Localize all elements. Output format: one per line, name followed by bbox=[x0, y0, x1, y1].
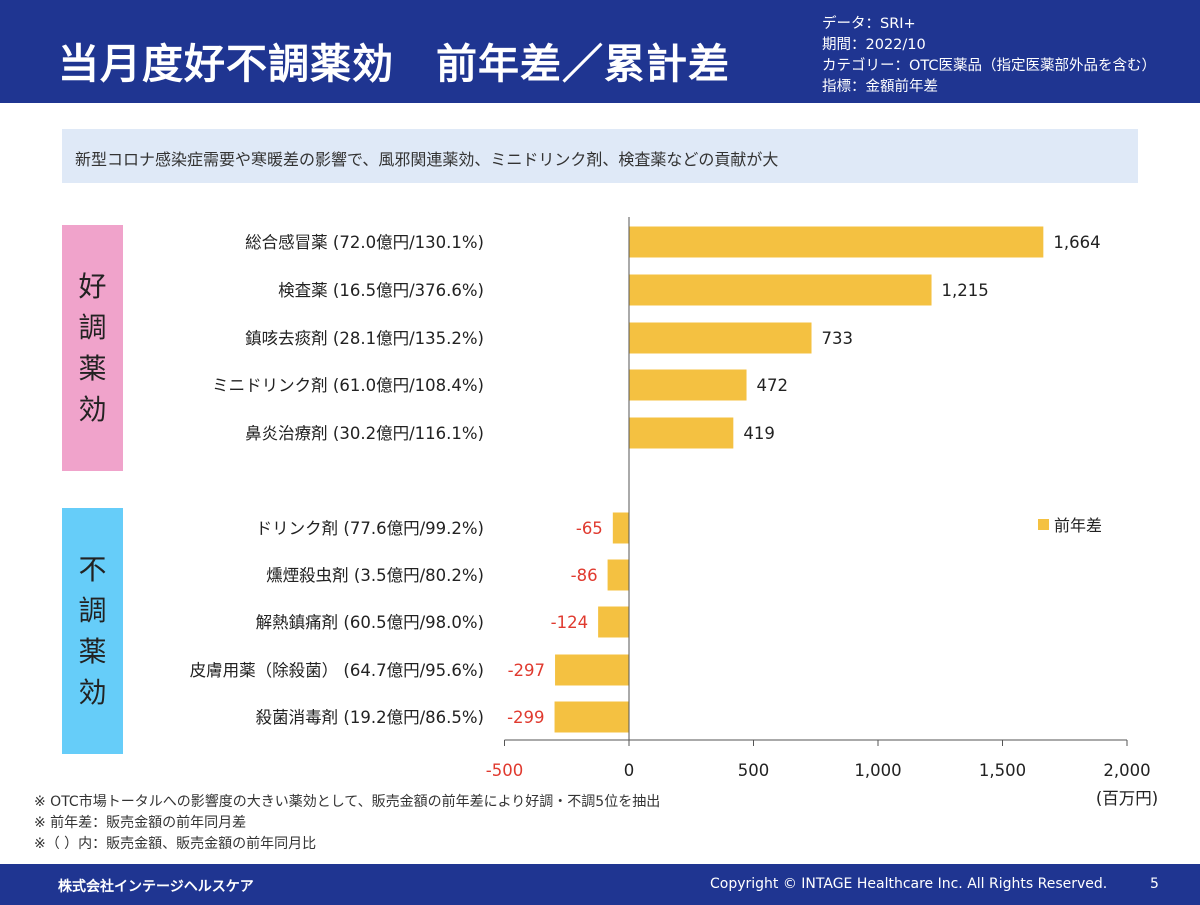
meta-indicator: 指標：金額前年差 bbox=[822, 79, 938, 95]
category-label: 鎮咳去痰剤 (28.1億円/135.2%) bbox=[245, 329, 484, 348]
good-char: 薬 bbox=[78, 352, 107, 385]
bar bbox=[607, 559, 629, 591]
data-label: -65 bbox=[576, 519, 603, 538]
meta-period: 期間：2022/10 bbox=[822, 37, 926, 53]
summary-text: 新型コロナ感染症需要や寒暖差の影響で、風邪関連薬効、ミニドリンク剤、検査薬などの… bbox=[75, 150, 779, 169]
data-label: -297 bbox=[508, 661, 545, 680]
data-label: 472 bbox=[757, 376, 789, 395]
good-char: 調 bbox=[78, 311, 107, 344]
category-label: 検査薬 (16.5億円/376.6%) bbox=[278, 281, 484, 300]
bar bbox=[629, 226, 1044, 258]
legend-swatch bbox=[1038, 518, 1049, 530]
x-tick-label: 2,000 bbox=[1103, 761, 1150, 780]
footer-bar: 株式会社インテージヘルスケア Copyright © INTAGE Health… bbox=[0, 864, 1200, 905]
bar bbox=[612, 512, 629, 544]
good-char: 効 bbox=[78, 393, 107, 426]
data-label: -299 bbox=[507, 708, 544, 727]
meta-category: カテゴリー：OTC医薬品（指定医薬部外品を含む） bbox=[822, 58, 1157, 74]
data-label: 1,215 bbox=[942, 281, 989, 300]
x-tick-label: 0 bbox=[624, 761, 635, 780]
x-tick-label: 500 bbox=[738, 761, 770, 780]
footnotes: ※ OTC市場トータルへの影響度の大きい薬効として、販売金額の前年差により好調・… bbox=[34, 792, 660, 855]
bad-char: 不 bbox=[78, 553, 107, 586]
good-char: 好 bbox=[78, 270, 107, 303]
summary-banner: 新型コロナ感染症需要や寒暖差の影響で、風邪関連薬効、ミニドリンク剤、検査薬などの… bbox=[62, 129, 1138, 183]
bad-char: 薬 bbox=[78, 635, 107, 668]
category-label: 皮膚用薬（除殺菌） (64.7億円/95.6%) bbox=[190, 661, 484, 680]
category-label: ドリンク剤 (77.6億円/99.2%) bbox=[256, 519, 484, 538]
header-bar: 当月度好不調薬効 前年差／累計差 データ：SRI+ 期間：2022/10 カテゴ… bbox=[0, 0, 1200, 103]
meta-data-source: データ：SRI+ bbox=[822, 16, 916, 32]
bar bbox=[629, 417, 734, 449]
category-label: 燻煙殺虫剤 (3.5億円/80.2%) bbox=[266, 566, 484, 585]
x-tick-label: -500 bbox=[486, 761, 523, 780]
bad-group-label: 不 調 薬 効 bbox=[62, 508, 123, 754]
meta-info: データ：SRI+ 期間：2022/10 カテゴリー：OTC医薬品（指定医薬部外品… bbox=[822, 14, 1156, 98]
page-number: 5 bbox=[1150, 876, 1159, 892]
company-name: 株式会社インテージヘルスケア bbox=[58, 879, 254, 895]
category-label: 総合感冒薬 (72.0億円/130.1%) bbox=[245, 233, 484, 252]
x-tick-label: 1,500 bbox=[979, 761, 1026, 780]
data-label: 733 bbox=[822, 329, 854, 348]
footnote: ※（ ）内：販売金額、販売金額の前年同月比 bbox=[34, 836, 317, 852]
bar bbox=[598, 606, 629, 638]
legend-label: 前年差 bbox=[1054, 516, 1103, 535]
data-label: -86 bbox=[571, 566, 598, 585]
bar bbox=[629, 369, 747, 401]
bar bbox=[554, 701, 629, 733]
good-group-label: 好 調 薬 効 bbox=[62, 225, 123, 471]
bad-char: 調 bbox=[78, 594, 107, 627]
page-title: 当月度好不調薬効 前年差／累計差 bbox=[58, 40, 730, 88]
bar bbox=[629, 322, 812, 354]
category-label: 解熱鎮痛剤 (60.5億円/98.0%) bbox=[256, 613, 484, 632]
data-label: 419 bbox=[743, 424, 775, 443]
x-axis-unit: (百万円) bbox=[1096, 789, 1158, 808]
data-label: -124 bbox=[551, 613, 588, 632]
chart-legend: 前年差 bbox=[1038, 512, 1102, 536]
category-label: 鼻炎治療剤 (30.2億円/116.1%) bbox=[245, 424, 484, 443]
bad-char: 効 bbox=[78, 676, 107, 709]
category-label: 殺菌消毒剤 (19.2億円/86.5%) bbox=[256, 708, 484, 727]
data-label: 1,664 bbox=[1053, 233, 1100, 252]
x-tick-label: 1,000 bbox=[854, 761, 901, 780]
category-label: ミニドリンク剤 (61.0億円/108.4%) bbox=[212, 376, 484, 395]
bar bbox=[629, 274, 932, 306]
copyright: Copyright © INTAGE Healthcare Inc. All R… bbox=[710, 876, 1108, 892]
footnote: ※ 前年差：販売金額の前年同月差 bbox=[34, 815, 247, 831]
bar bbox=[555, 654, 629, 686]
footnote: ※ OTC市場トータルへの影響度の大きい薬効として、販売金額の前年差により好調・… bbox=[34, 794, 661, 810]
